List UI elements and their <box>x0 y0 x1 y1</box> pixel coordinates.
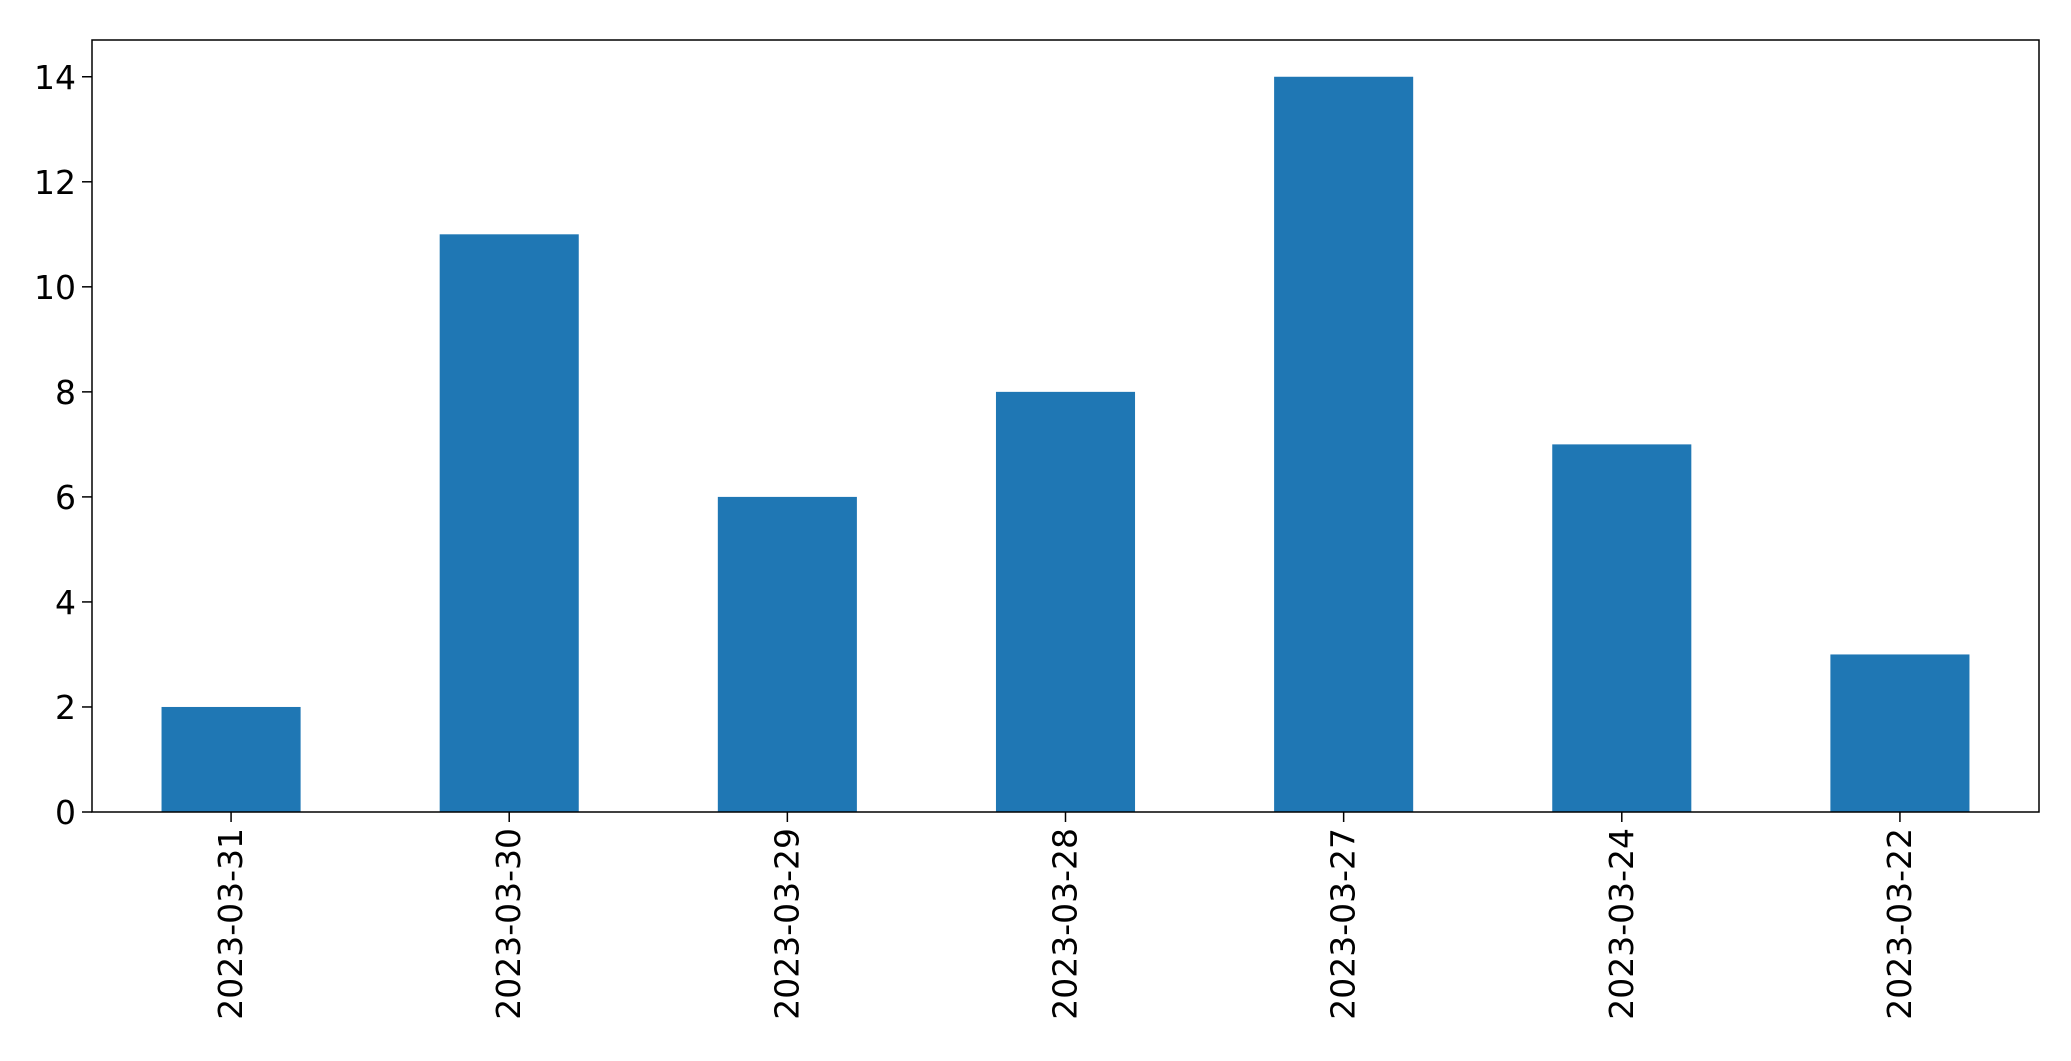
x-tick-label: 2023-03-30 <box>489 828 528 1020</box>
bar-2023-03-31 <box>161 706 301 812</box>
x-tick-label: 2023-03-28 <box>1046 828 1085 1020</box>
bar-2023-03-30 <box>439 234 579 812</box>
bar-2023-03-29 <box>717 496 857 812</box>
x-tick-label: 2023-03-27 <box>1324 828 1363 1020</box>
x-axis: 2023-03-31 2023-03-30 2023-03-29 2023-03-28… <box>211 812 1919 1020</box>
x-tick-label: 2023-03-24 <box>1602 828 1641 1020</box>
y-tick-label: 8 <box>55 373 76 412</box>
y-tick-label: 14 <box>34 58 76 97</box>
y-tick-label: 0 <box>55 793 76 832</box>
x-tick-label: 2023-03-31 <box>211 828 250 1020</box>
bar-2023-03-24 <box>1552 444 1692 812</box>
y-tick-label: 6 <box>55 478 76 517</box>
x-tick-label: 2023-03-22 <box>1880 828 1919 1020</box>
y-tick-label: 10 <box>34 268 76 307</box>
x-tick-label: 2023-03-29 <box>767 828 806 1020</box>
y-tick-label: 12 <box>34 163 76 202</box>
bars-group <box>161 76 1970 812</box>
y-axis: 0 2 4 6 8 10 12 14 <box>34 58 92 832</box>
plot-frame <box>91 39 2040 813</box>
bar-2023-03-22 <box>1830 654 1970 812</box>
y-tick-label: 4 <box>55 583 76 622</box>
bar-2023-03-27 <box>1274 76 1414 812</box>
y-tick-label: 2 <box>55 688 76 727</box>
bar-2023-03-28 <box>995 391 1136 812</box>
